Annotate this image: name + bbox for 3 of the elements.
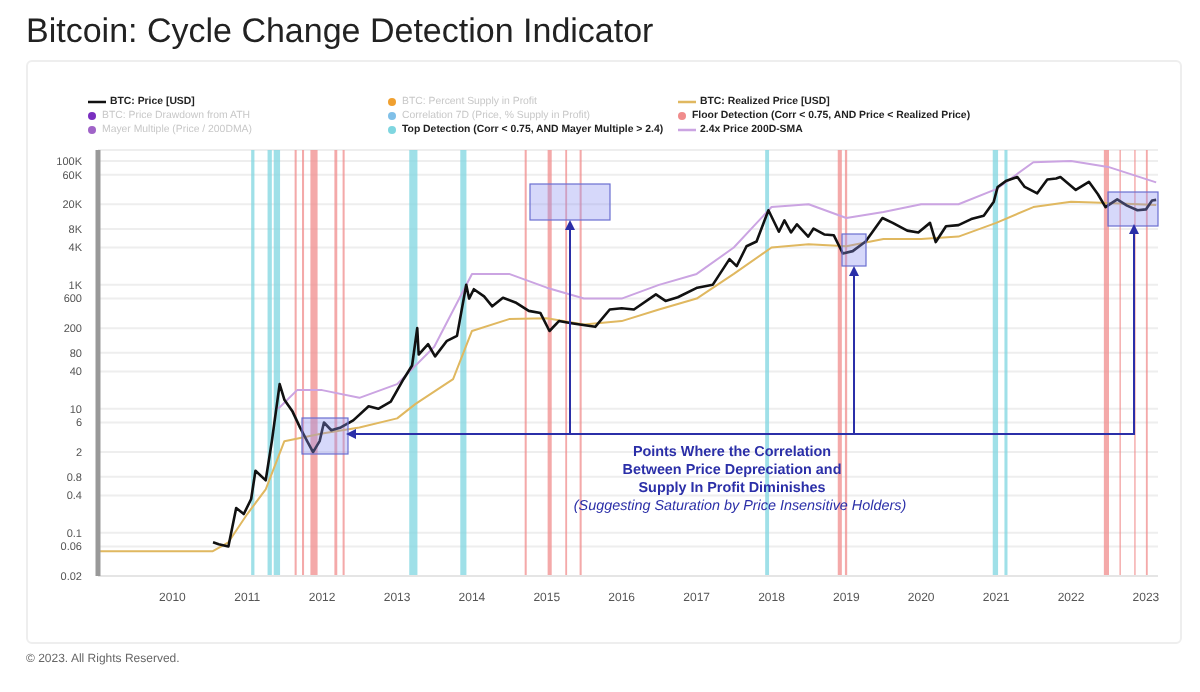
- chart-title: Bitcoin: Cycle Change Detection Indicator: [26, 12, 654, 52]
- line-series: [277, 159, 1158, 410]
- line-series: [211, 175, 1158, 548]
